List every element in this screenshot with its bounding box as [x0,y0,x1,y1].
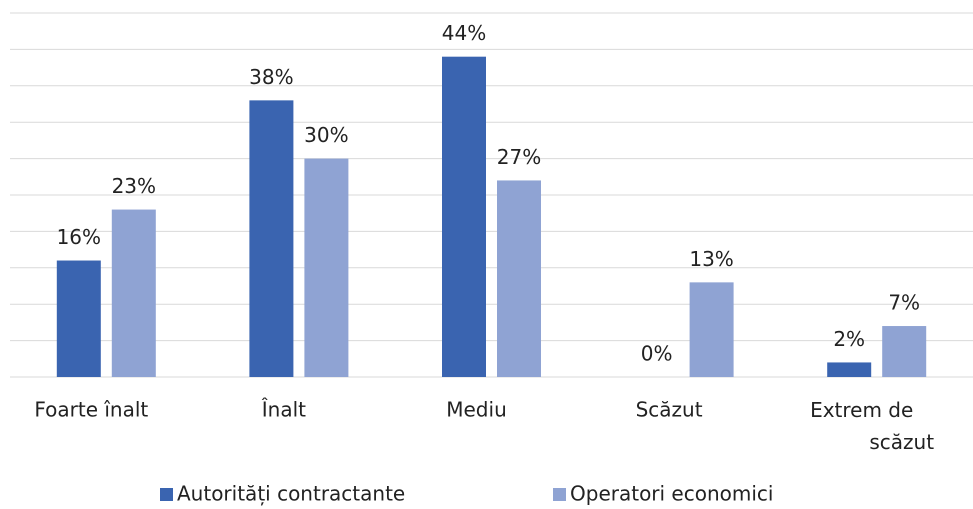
bar [497,180,541,377]
x-tick-label: Extrem de scăzut [810,398,934,454]
bar [442,56,486,378]
value-label: 16% [57,225,101,249]
legend-swatch [553,488,566,501]
value-label: 7% [888,291,920,315]
x-tick-label: Mediu [446,398,507,422]
x-tick-label: Înalt [261,398,306,422]
bar [827,362,872,377]
legend-label: Autorități contractante [177,482,405,506]
bar [249,100,294,378]
x-tick-label: Scăzut [636,398,703,422]
value-label: 0% [641,342,673,366]
bar [304,158,349,377]
bar [111,209,156,377]
bar [56,260,101,377]
value-label: 44% [442,21,486,45]
value-label: 23% [112,174,156,198]
value-label: 30% [304,123,348,147]
legend-swatch [160,488,173,501]
value-label: 27% [497,145,541,169]
value-label: 38% [249,65,293,89]
value-label: 2% [833,327,865,351]
value-label: 13% [689,247,733,271]
x-tick-label: Foarte înalt [34,398,148,422]
bar [689,282,734,377]
bar [882,326,927,377]
legend-label: Operatori economici [570,482,773,506]
